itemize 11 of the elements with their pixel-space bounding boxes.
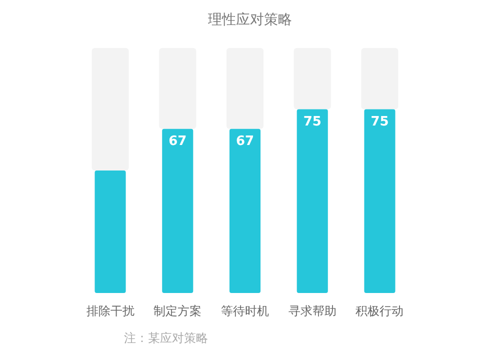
data-label: 67 — [168, 134, 187, 149]
chart-title: 理性应对策略 — [208, 12, 292, 28]
x-tick-label: 制定方案 — [154, 304, 202, 318]
data-label: 75 — [303, 114, 322, 130]
x-tick-label: 寻求帮助 — [288, 304, 336, 318]
x-tick-label: 积极行动 — [356, 304, 404, 318]
data-label: 67 — [236, 134, 254, 149]
data-label: 75 — [370, 114, 389, 130]
x-tick-label: 排除干扰 — [86, 304, 134, 318]
text: 注：某应对策略 — [124, 331, 208, 345]
x-tick-label: 等待时机 — [221, 304, 269, 318]
